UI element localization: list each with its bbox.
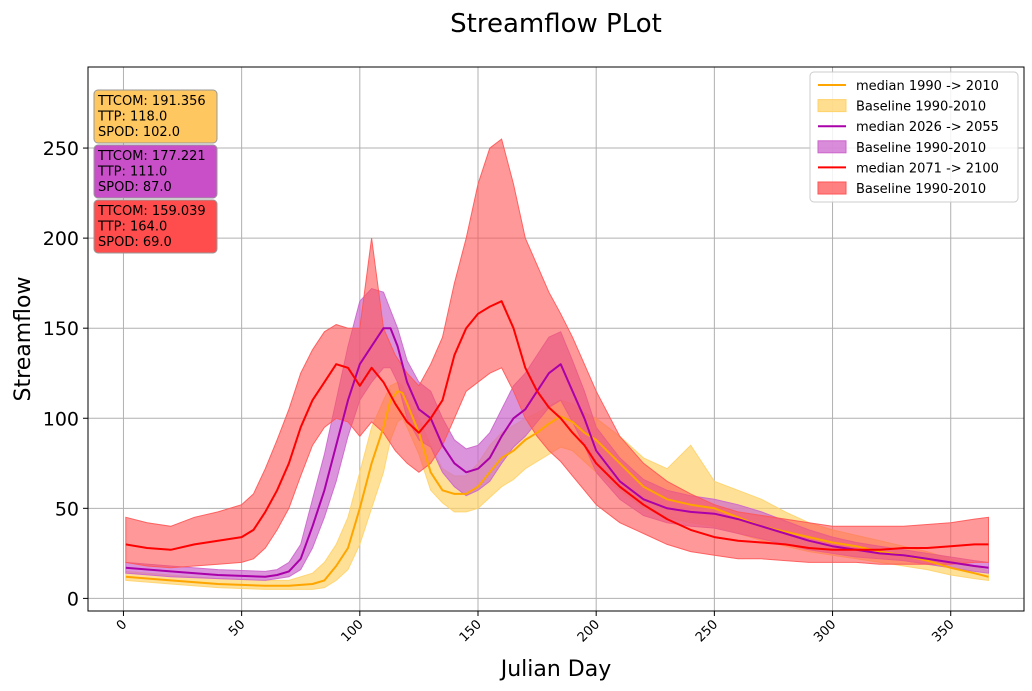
bands bbox=[125, 138, 989, 590]
info-box-background bbox=[93, 144, 218, 199]
info-box-line: TTP: 111.0 bbox=[97, 165, 167, 180]
x-tick-label: 50 bbox=[226, 617, 248, 639]
legend-item: median 2071 -> 2100 bbox=[818, 161, 999, 176]
plot-frame bbox=[87, 66, 1025, 612]
x-tick-label: 100 bbox=[338, 617, 366, 645]
y-tick-label: 150 bbox=[43, 318, 79, 340]
y-tick-label: 250 bbox=[43, 138, 79, 160]
legend-box bbox=[809, 71, 1019, 203]
median-line-3 bbox=[125, 300, 989, 551]
range-band-3 bbox=[125, 138, 989, 569]
info-box-line: SPOD: 87.0 bbox=[98, 180, 172, 195]
y-tick-label: 0 bbox=[67, 588, 79, 610]
legend-band-swatch bbox=[817, 140, 847, 154]
info-box-background bbox=[93, 89, 218, 144]
legend-label: Baseline 1990-2010 bbox=[856, 141, 986, 156]
y-tick-label: 100 bbox=[43, 408, 79, 430]
y-tick-label: 200 bbox=[43, 228, 79, 250]
median-line-2 bbox=[125, 327, 989, 578]
info-box-line: TTCOM: 159.039 bbox=[97, 204, 206, 219]
info-box-line: TTP: 164.0 bbox=[97, 220, 167, 235]
legend-item: median 2026 -> 2055 bbox=[818, 120, 999, 135]
info-box-background bbox=[93, 199, 218, 254]
legend-label: median 2026 -> 2055 bbox=[856, 120, 999, 135]
info-box-line: SPOD: 102.0 bbox=[98, 125, 180, 140]
legend-item: Baseline 1990-2010 bbox=[817, 140, 986, 156]
y-tick-label: 50 bbox=[55, 498, 79, 520]
legend-label: Baseline 1990-2010 bbox=[856, 182, 986, 197]
legend-item: median 1990 -> 2010 bbox=[818, 79, 999, 94]
x-tick-label: 300 bbox=[811, 617, 839, 645]
legend-band-swatch bbox=[817, 99, 847, 113]
chart-title: Streamflow PLot bbox=[450, 9, 662, 39]
x-tick-label: 150 bbox=[457, 617, 485, 645]
legend-item: Baseline 1990-2010 bbox=[817, 181, 986, 197]
median-lines bbox=[125, 300, 989, 587]
median-line-1 bbox=[125, 390, 989, 587]
info-box-line: TTCOM: 191.356 bbox=[97, 94, 206, 109]
legend-item: Baseline 1990-2010 bbox=[817, 99, 986, 115]
x-tick-label: 0 bbox=[114, 617, 130, 633]
info-box-line: TTCOM: 177.221 bbox=[97, 149, 206, 164]
info-box-line: SPOD: 69.0 bbox=[98, 235, 172, 250]
legend: median 1990 -> 2010 Baseline 1990-2010 med… bbox=[809, 71, 1019, 203]
x-tick-label: 250 bbox=[693, 617, 721, 645]
x-tick-label: 350 bbox=[929, 617, 957, 645]
legend-band-swatch bbox=[817, 181, 847, 195]
x-tick-label: 200 bbox=[575, 617, 603, 645]
info-box-line: TTP: 118.0 bbox=[97, 110, 167, 125]
legend-label: median 2071 -> 2100 bbox=[856, 161, 999, 176]
legend-label: median 1990 -> 2010 bbox=[856, 79, 999, 94]
x-axis-label: Julian Day bbox=[499, 657, 612, 682]
y-axis-label: Streamflow bbox=[11, 277, 36, 402]
legend-label: Baseline 1990-2010 bbox=[856, 100, 986, 115]
